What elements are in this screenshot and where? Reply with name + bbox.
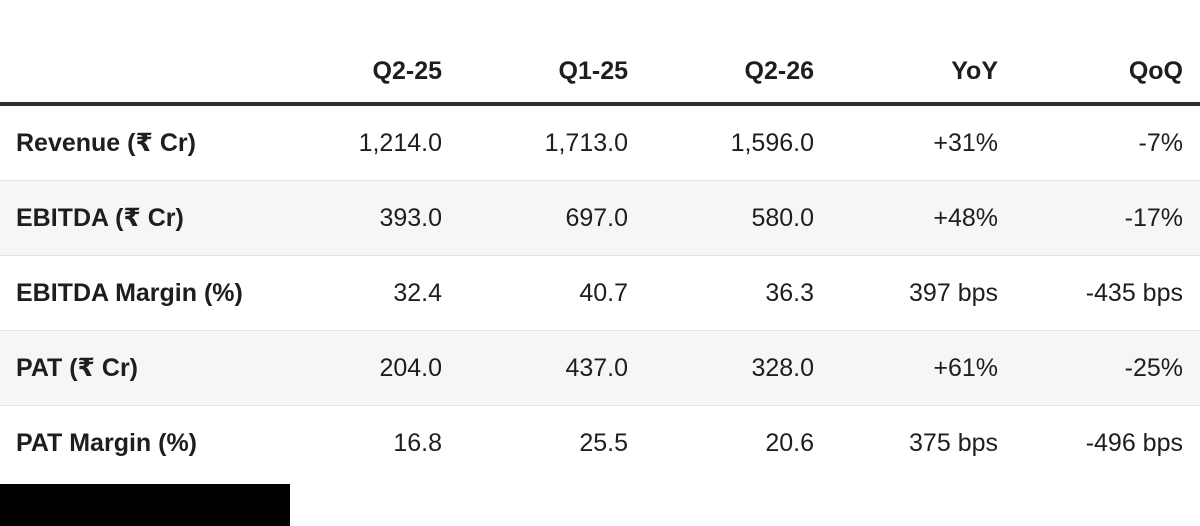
value-cell-yoy: 397 bps [814,255,998,331]
value-cell-qoq: -17% [998,180,1200,256]
value-cell: 1,214.0 [258,104,442,181]
table-row-revenue: Revenue (₹ Cr) 1,214.0 1,713.0 1,596.0 +… [0,104,1200,181]
value-cell: 437.0 [442,330,628,406]
value-cell-qoq: -25% [998,330,1200,406]
table-row-ebitda: EBITDA (₹ Cr) 393.0 697.0 580.0 +48% -17… [0,180,1200,256]
value-cell: 16.8 [393,428,442,457]
value-cell-yoy: +48% [814,180,998,256]
value-cell-qoq: -496 bps [1085,428,1183,457]
value-cell: 580.0 [628,180,814,256]
table-header: Q2-25 Q1-25 Q2-26 YoY QoQ [0,0,1200,106]
table-body: Revenue (₹ Cr) 1,214.0 1,713.0 1,596.0 +… [0,104,1200,480]
redacted-block [0,484,290,526]
table-row-pat-margin: PAT Margin (%) 16.8 25.5 20.6 375 bps -4… [0,406,1200,481]
quarterly-financials-table: Q2-25 Q1-25 Q2-26 YoY QoQ Revenue (₹ Cr)… [0,0,1200,480]
value-cell-qoq: -7% [998,104,1200,181]
metric-label: PAT Margin (%) [16,428,198,457]
value-cell-qoq: -435 bps [998,255,1200,331]
header-q1-25: Q1-25 [442,0,628,106]
value-cell: 32.4 [258,255,442,331]
header-yoy: YoY [814,0,998,106]
value-cell: 204.0 [258,330,442,406]
value-cell: 36.3 [628,255,814,331]
header-metric-blank [0,0,258,106]
metric-label: PAT (₹ Cr) [0,330,258,406]
metric-label: Revenue (₹ Cr) [0,104,258,181]
header-q2-25: Q2-25 [258,0,442,106]
header-row: Q2-25 Q1-25 Q2-26 YoY QoQ [0,0,1200,106]
table-row-pat: PAT (₹ Cr) 204.0 437.0 328.0 +61% -25% [0,330,1200,406]
value-cell: 393.0 [258,180,442,256]
value-cell: 25.5 [579,428,628,457]
header-qoq: QoQ [998,0,1200,106]
value-cell: 1,596.0 [628,104,814,181]
header-q2-26: Q2-26 [628,0,814,106]
value-cell: 20.6 [765,428,814,457]
metric-label: EBITDA Margin (%) [0,255,258,331]
value-cell-yoy: +31% [814,104,998,181]
value-cell-yoy: 375 bps [909,428,998,457]
value-cell: 40.7 [442,255,628,331]
metric-label: EBITDA (₹ Cr) [0,180,258,256]
table-row-ebitda-margin: EBITDA Margin (%) 32.4 40.7 36.3 397 bps… [0,255,1200,331]
value-cell-yoy: +61% [814,330,998,406]
value-cell: 328.0 [628,330,814,406]
value-cell: 697.0 [442,180,628,256]
value-cell: 1,713.0 [442,104,628,181]
